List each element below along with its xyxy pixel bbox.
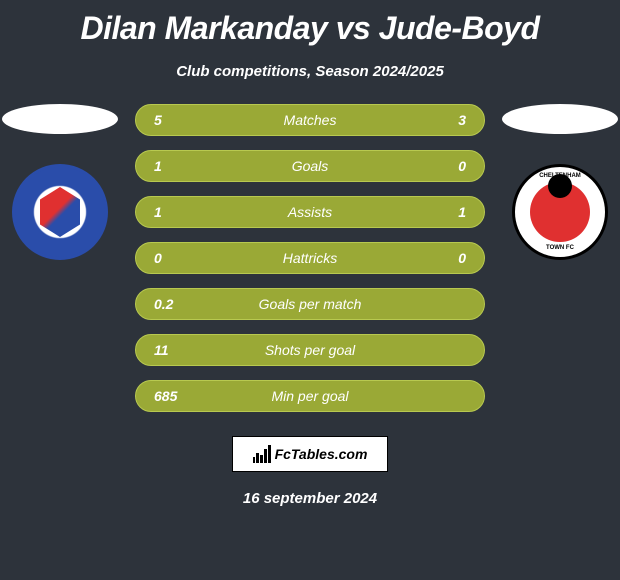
stat-right-value: 3 [416, 112, 466, 128]
club-right-column: CHELTENHAM TOWN FC [500, 104, 620, 260]
stat-row: 685 Min per goal [135, 380, 485, 412]
stat-row: 11 Shots per goal [135, 334, 485, 366]
player1-name: Dilan Markanday [80, 10, 327, 46]
badge-text-bot: TOWN FC [515, 245, 605, 251]
stat-row: 1 Assists 1 [135, 196, 485, 228]
ellipse-shape [502, 104, 618, 134]
comparison-title: Dilan Markanday vs Jude-Boyd [0, 0, 620, 47]
stat-label: Assists [204, 204, 416, 220]
stat-left-value: 1 [154, 158, 204, 174]
badge-inner-circle [530, 182, 590, 242]
club-badge-left [12, 164, 108, 260]
club-left-column [0, 104, 120, 260]
stat-left-value: 0 [154, 250, 204, 266]
bars-icon [253, 445, 271, 463]
season-subtitle: Club competitions, Season 2024/2025 [0, 63, 620, 80]
ellipse-shape [2, 104, 118, 134]
stat-left-value: 685 [154, 388, 204, 404]
player2-name: Jude-Boyd [379, 10, 540, 46]
fctables-logo: FcTables.com [232, 436, 388, 472]
stat-row: 0.2 Goals per match [135, 288, 485, 320]
stat-row: 1 Goals 0 [135, 150, 485, 182]
club-badge-right: CHELTENHAM TOWN FC [512, 164, 608, 260]
stat-left-value: 11 [154, 342, 204, 358]
stat-label: Min per goal [204, 388, 416, 404]
stat-right-value: 0 [416, 158, 466, 174]
stat-label: Matches [204, 112, 416, 128]
stat-row: 0 Hattricks 0 [135, 242, 485, 274]
stats-list: 5 Matches 3 1 Goals 0 1 Assists 1 0 Hatt… [135, 104, 485, 412]
vs-label: vs [336, 10, 371, 46]
stat-row: 5 Matches 3 [135, 104, 485, 136]
date-label: 16 september 2024 [0, 490, 620, 507]
stat-label: Goals [204, 158, 416, 174]
stat-right-value: 1 [416, 204, 466, 220]
stat-label: Hattricks [204, 250, 416, 266]
stat-label: Shots per goal [204, 342, 416, 358]
stat-left-value: 5 [154, 112, 204, 128]
stat-left-value: 1 [154, 204, 204, 220]
stat-right-value: 0 [416, 250, 466, 266]
comparison-content: CHELTENHAM TOWN FC 5 Matches 3 1 Goals 0… [0, 104, 620, 412]
logo-text: FcTables.com [275, 446, 368, 462]
stat-label: Goals per match [204, 296, 416, 312]
stat-left-value: 0.2 [154, 296, 204, 312]
